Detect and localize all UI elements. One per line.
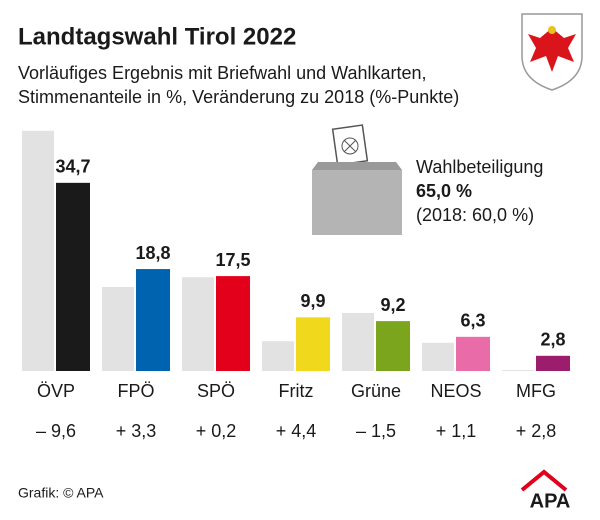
value-label: 2,8 (540, 330, 565, 350)
value-label: 9,2 (380, 295, 405, 315)
category-label: NEOS (430, 381, 481, 401)
category-label: ÖVP (37, 381, 75, 401)
bar-2022 (56, 182, 90, 371)
change-label: + 3,3 (116, 421, 157, 441)
bar-2018 (262, 341, 294, 371)
bar-2018 (22, 130, 54, 371)
value-label: 34,7 (55, 157, 90, 177)
change-label: + 1,1 (436, 421, 477, 441)
bar-2018 (422, 342, 454, 371)
bar-2018 (502, 370, 534, 371)
subtitle: Stimmenanteile in %, Veränderung zu 2018… (18, 87, 459, 107)
turnout-label: Wahlbeteiligung (416, 157, 543, 177)
category-label: FPÖ (117, 381, 154, 401)
bar-2022 (376, 321, 410, 371)
ballot-box-icon (312, 124, 402, 235)
value-label: 6,3 (460, 311, 485, 331)
coat-of-arms (521, 13, 583, 91)
logo-mark (520, 469, 568, 492)
bar-2022 (296, 317, 330, 371)
bar-2018 (182, 277, 214, 371)
change-label: + 4,4 (276, 421, 317, 441)
change-label: + 0,2 (196, 421, 237, 441)
subtitle: Vorläufiges Ergebnis mit Briefwahl und W… (18, 63, 427, 83)
logo: APA (530, 490, 571, 512)
chart-title: Landtagswahl Tirol 2022 (18, 23, 296, 50)
category-label: Grüne (351, 381, 401, 401)
bar-2018 (342, 312, 374, 371)
source: Grafik: © APA (18, 485, 104, 501)
change-label: + 2,8 (516, 421, 557, 441)
turnout-previous: (2018: 60,0 %) (416, 205, 534, 225)
category-label: Fritz (279, 381, 314, 401)
turnout-value: 65,0 % (416, 181, 472, 201)
change-label: – 1,5 (356, 421, 396, 441)
bar-2022 (216, 276, 250, 371)
value-label: 18,8 (135, 243, 170, 263)
change-label: – 9,6 (36, 421, 76, 441)
bar-2022 (136, 269, 170, 371)
bar-2018 (102, 286, 134, 371)
value-label: 17,5 (215, 250, 250, 270)
bar-2022 (456, 336, 490, 371)
category-label: SPÖ (197, 381, 235, 401)
bar-2022 (536, 355, 570, 371)
category-label: MFG (516, 381, 556, 401)
value-label: 9,9 (300, 291, 325, 311)
